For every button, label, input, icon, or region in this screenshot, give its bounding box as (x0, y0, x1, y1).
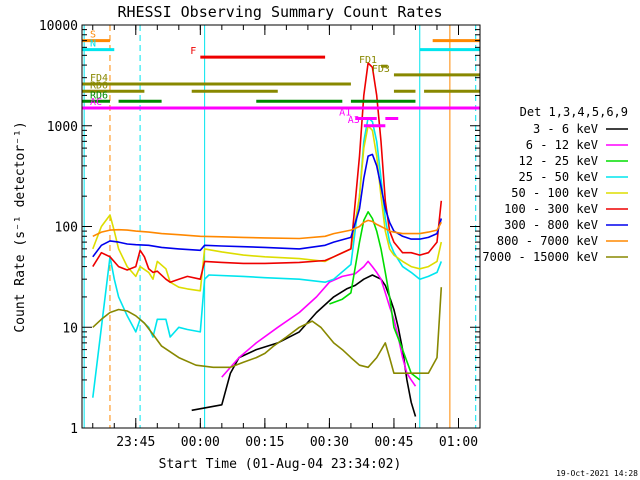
legend-label-6-12-kev: 6 - 12 keV (526, 138, 598, 152)
annotation-label-fd3: FD3 (372, 64, 390, 75)
annotation-label-f: F (190, 46, 196, 57)
legend-label-12-25-kev: 12 - 25 keV (519, 154, 598, 168)
chart-title: RHESSI Observing Summary Count Rates (117, 3, 442, 21)
x-tick-label-00-30: 00:30 (310, 435, 349, 450)
y-tick-label-10000: 10000 (39, 19, 78, 34)
legend-label-100-300-kev: 100 - 300 keV (504, 202, 598, 216)
legend-label-50-100-kev: 50 - 100 keV (511, 186, 598, 200)
annotation-label-a3: A3 (348, 115, 360, 126)
x-tick-label-00-15: 00:15 (245, 435, 284, 450)
series-line-800-7000-kev (92, 219, 443, 240)
legend-title: Det 1,3,4,5,6,9 (520, 105, 628, 119)
x-tick-label-01-00: 01:00 (439, 435, 478, 450)
legend-label-25-50-kev: 25 - 50 keV (519, 170, 598, 184)
series-line-50-100-kev (92, 125, 443, 292)
mode-boundary-lines (83, 25, 477, 428)
legend-label-7000-15000-kev: 7000 - 15000 keV (482, 250, 598, 264)
annotation-label-fd4: FD4 (90, 73, 108, 84)
annotation-label-s: S (90, 30, 96, 41)
plot-frame (81, 24, 481, 429)
y-tick-label-1000: 1000 (47, 120, 78, 135)
x-tick-label-23-45: 23:45 (116, 435, 155, 450)
legend: 3 - 6 keV 6 - 12 keV 12 - 25 keV 25 - 50 ke… (482, 122, 628, 264)
series-line-300-800-kev (92, 153, 443, 258)
annotation-label-rd0: RD0 (90, 80, 108, 91)
x-axis-label: Start Time (01-Aug-04 23:34:02) (159, 457, 402, 472)
legend-label-300-800-kev: 300 - 800 keV (504, 218, 598, 232)
axes-group: 1 10 100 1000 10000 23:45 00:00 00:15 00:30 00:45… (39, 19, 481, 450)
y-tick-label-100: 100 (55, 221, 78, 236)
series-line-3-6-kev (191, 274, 417, 417)
annotation-label-rd6: RD6 (90, 90, 108, 101)
series-line-7000-15000-kev (92, 287, 443, 374)
series-line-6-12-kev (221, 260, 417, 387)
footer-date: 19-Oct-2021 14:28 (556, 469, 638, 478)
y-axis-label: Count Rate (s⁻¹ detector⁻¹) (13, 121, 28, 332)
y-tick-label-10: 10 (62, 321, 78, 336)
series-line-100-300-kev (92, 62, 443, 283)
legend-label-800-7000-kev: 800 - 7000 keV (497, 234, 598, 248)
x-tick-label-00-00: 00:00 (181, 435, 220, 450)
annotation-label-ac: AC (90, 97, 102, 108)
x-tick-label-00-45: 00:45 (374, 435, 413, 450)
y-tick-label-1: 1 (70, 422, 78, 437)
annotation-label-n: N (90, 39, 96, 50)
annotation-label-a1: A1 (339, 108, 351, 119)
series-group (92, 62, 443, 417)
series-line-12-25-kev (329, 211, 421, 381)
legend-label-3-6-kev: 3 - 6 keV (533, 122, 598, 136)
annotation-label-fd1: FD1 (359, 55, 377, 66)
